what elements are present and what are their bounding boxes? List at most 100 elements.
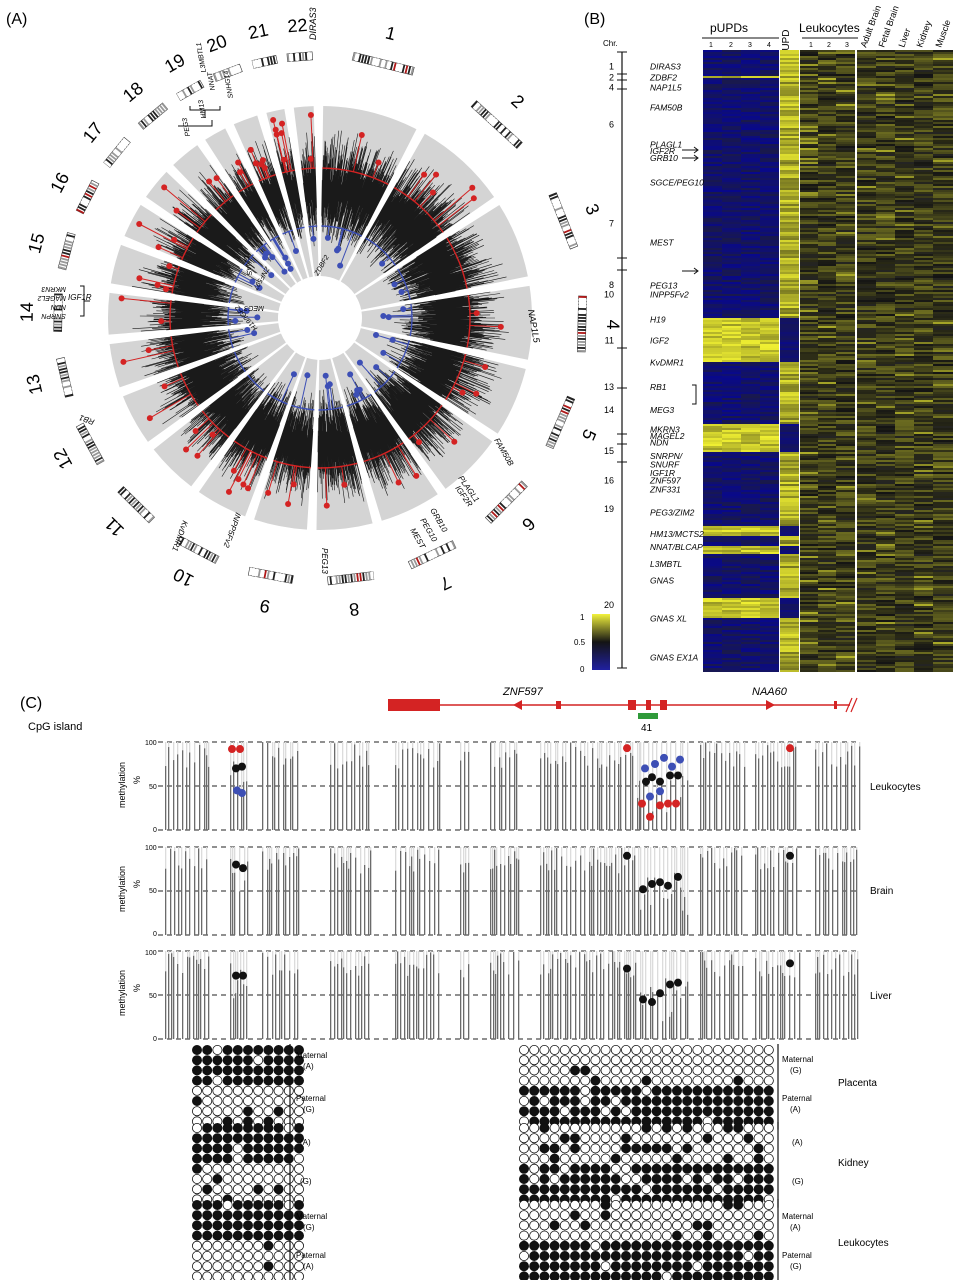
heatmap-cell	[876, 378, 895, 380]
heatmap-cell	[741, 394, 760, 396]
heatmap-cell	[933, 522, 953, 524]
heatmap-cell	[914, 462, 933, 464]
heatmap-cell	[857, 58, 876, 60]
heatmap-cell	[876, 328, 895, 330]
heatmap-cell	[818, 478, 836, 480]
heatmap-cell	[818, 244, 836, 246]
heatmap-cell	[780, 414, 799, 416]
heatmap-cell	[780, 204, 799, 206]
heatmap-cell	[722, 128, 741, 130]
heatmap-cell	[703, 60, 722, 62]
heatmap-cell	[836, 112, 855, 114]
heatmap-cell	[857, 66, 876, 68]
heatmap-cell	[722, 248, 741, 250]
methylation-bar-range	[186, 742, 188, 768]
heatmap-cell	[703, 524, 722, 526]
heatmap-cell	[800, 538, 818, 540]
exon-block	[556, 701, 561, 709]
heatmap-cell	[722, 658, 741, 660]
heatmap-cell	[895, 358, 914, 360]
heatmap-cell	[836, 568, 855, 570]
heatmap-cell	[800, 414, 818, 416]
hypo-dmr-stem	[325, 375, 330, 410]
heatmap-cell	[836, 52, 855, 54]
ideogram-band	[577, 340, 586, 343]
heatmap-cell	[780, 280, 799, 282]
heatmap-cell	[703, 222, 722, 224]
heatmap-cell	[876, 62, 895, 64]
heatmap-cell	[857, 110, 876, 112]
heatmap-cell	[818, 434, 836, 436]
heatmap-cell	[780, 398, 799, 400]
heatmap-cell	[933, 538, 953, 540]
heatmap-cell	[933, 532, 953, 534]
heatmap-cell	[722, 348, 741, 350]
heatmap-cell	[895, 194, 914, 196]
pointer-arrow-icon	[682, 267, 699, 275]
karyotype-ideogram	[484, 480, 528, 524]
ideogram-band	[54, 305, 63, 308]
heatmap-cell	[914, 414, 933, 416]
heatmap-cell	[836, 172, 855, 174]
exon-block	[628, 700, 636, 710]
hypo-dmr-dot	[398, 288, 405, 295]
heatmap-cell	[933, 504, 953, 506]
heatmap-cell	[836, 110, 855, 112]
heatmap-cell	[760, 260, 779, 262]
heatmap-cell	[818, 590, 836, 592]
heatmap-cell	[760, 648, 779, 650]
heatmap-cell	[780, 434, 799, 436]
heatmap-cell	[933, 434, 953, 436]
heatmap-cell	[818, 414, 836, 416]
heatmap-cell	[818, 604, 836, 606]
heatmap-cell	[760, 154, 779, 156]
heatmap-cell	[818, 336, 836, 338]
ideogram-band	[66, 234, 75, 238]
heatmap-cell	[780, 362, 799, 364]
heatmap-cell	[876, 292, 895, 294]
heatmap-cell	[760, 240, 779, 242]
heatmap-cell	[760, 286, 779, 288]
heatmap-cell	[722, 616, 741, 618]
heatmap-cell	[780, 606, 799, 608]
heatmap-cell	[876, 226, 895, 228]
heatmap-cell	[895, 118, 914, 120]
heatmap-cell	[760, 336, 779, 338]
hyper-dmr-dot	[270, 117, 277, 124]
heatmap-cell	[818, 390, 836, 392]
heatmap-cell	[857, 650, 876, 652]
heatmap-cell	[800, 356, 818, 358]
heatmap-cell	[876, 424, 895, 426]
heatmap-cell	[780, 178, 799, 180]
heatmap-cell	[741, 60, 760, 62]
heatmap-cell	[857, 104, 876, 106]
heatmap-cell	[876, 86, 895, 88]
heatmap-cell	[818, 334, 836, 336]
heatmap-cell	[800, 116, 818, 118]
heatmap-cell	[741, 356, 760, 358]
heatmap-cell	[800, 240, 818, 242]
heatmap-cell	[933, 618, 953, 620]
heatmap-cell	[933, 260, 953, 262]
heatmap-cell	[876, 556, 895, 558]
methylation-bar	[516, 753, 518, 830]
heatmap-cell	[760, 670, 779, 672]
heatmap-cell	[800, 140, 818, 142]
heatmap-cell	[914, 308, 933, 310]
heatmap-cell	[800, 278, 818, 280]
heatmap-cell	[780, 420, 799, 422]
heatmap-cell	[800, 362, 818, 364]
methylation-bar	[505, 752, 507, 830]
heatmap-cell	[722, 152, 741, 154]
heatmap-cell	[722, 50, 741, 52]
heatmap-cell	[836, 218, 855, 220]
heatmap-cell	[857, 454, 876, 456]
heatmap-cell	[857, 284, 876, 286]
heatmap-cell	[876, 204, 895, 206]
heatmap-cell	[933, 298, 953, 300]
heatmap-cell	[895, 450, 914, 452]
heatmap-cell	[800, 120, 818, 122]
heatmap-cell	[876, 618, 895, 620]
heatmap-cell	[914, 422, 933, 424]
heatmap-cell	[836, 398, 855, 400]
